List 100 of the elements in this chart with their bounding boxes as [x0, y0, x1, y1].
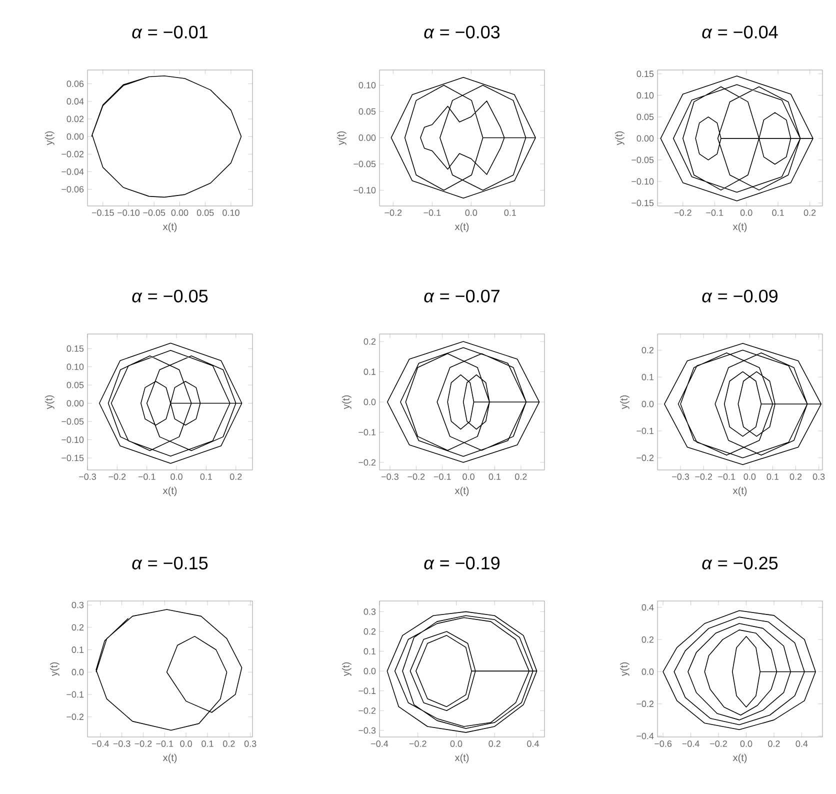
x-tick-label: −0.10: [118, 210, 140, 216]
x-axis-title: x(t): [454, 754, 469, 764]
y-tick-label: −0.2: [358, 707, 376, 714]
y-axis-title: y(t): [342, 395, 352, 410]
x-tick-label: −0.2: [710, 740, 727, 747]
y-tick-label: 0.3: [364, 608, 376, 615]
x-tick-label: 0.2: [804, 210, 816, 216]
y-tick-label: −0.1: [358, 429, 376, 436]
x-tick-label: 0.1: [488, 474, 501, 480]
y-tick-label: −0.2: [636, 700, 654, 708]
x-tick-label: −0.1: [138, 474, 156, 480]
y-tick-label: −0.2: [636, 454, 654, 462]
y-tick-label: 0.10: [636, 92, 654, 99]
x-tick-label: 0.0: [180, 740, 192, 747]
y-tick-label: 0.00: [358, 134, 376, 141]
y-tick-label: 0.1: [364, 368, 376, 375]
x-tick-label: 0.0: [744, 474, 756, 480]
y-tick-label: 0.0: [642, 668, 654, 675]
chart-title: α = −0.15: [132, 556, 208, 570]
x-tick-label: 0.0: [465, 210, 478, 216]
y-axis-title: y(t): [337, 131, 346, 146]
x-tick-label: −0.2: [409, 740, 426, 747]
y-tick-label: 0.06: [66, 80, 84, 87]
chart-title: α = −0.05: [132, 290, 208, 302]
x-axis-title: x(t): [732, 754, 747, 764]
x-tick-label: −0.6: [654, 740, 672, 747]
y-tick-label: 0.1: [642, 374, 654, 380]
x-tick-label: −0.4: [92, 740, 109, 747]
x-tick-label: 0.0: [170, 474, 182, 480]
x-tick-label: −0.4: [371, 740, 388, 747]
x-tick-label: −0.15: [92, 210, 114, 216]
x-tick-label: 0.4: [796, 740, 808, 747]
x-axis-title: x(t): [732, 222, 747, 232]
x-tick-label: 0.05: [196, 210, 214, 216]
y-tick-label: −0.05: [62, 418, 84, 425]
y-axis-title: y(t): [50, 662, 60, 676]
y-tick-label: 0.02: [66, 116, 84, 122]
x-tick-label: 0.4: [527, 740, 539, 747]
x-tick-label: −0.1: [706, 210, 724, 216]
y-tick-label: 0.00: [66, 400, 84, 406]
y-tick-label: 0.0: [364, 668, 376, 674]
y-tick-label: −0.1: [66, 691, 84, 698]
y-axis-title: y(t): [620, 395, 630, 410]
line-series: [98, 342, 242, 464]
y-tick-label: 0.05: [636, 114, 654, 120]
x-tick-label: −0.2: [674, 210, 692, 216]
y-tick-label: 0.1: [72, 646, 84, 653]
line-series: [662, 610, 816, 730]
line-series: [96, 609, 242, 731]
y-tick-label: −0.2: [358, 459, 376, 466]
chart-title: α = −0.07: [424, 290, 500, 302]
line-series: [91, 75, 242, 198]
y-tick-label: 0.15: [636, 70, 654, 78]
x-tick-label: −0.2: [695, 474, 712, 480]
y-tick-label: 0.2: [642, 636, 654, 643]
x-axis-title: x(t): [454, 486, 469, 496]
x-tick-label: −0.1: [718, 474, 736, 480]
line-series: [386, 611, 538, 733]
x-tick-label: 0.0: [462, 474, 474, 480]
chart-title: α = −0.04: [702, 26, 778, 38]
x-tick-label: −0.2: [108, 474, 126, 480]
x-tick-label: 0.3: [244, 740, 256, 747]
x-tick-label: 0.2: [790, 474, 802, 480]
y-tick-label: −0.3: [358, 727, 376, 734]
y-axis-title: y(t): [615, 131, 624, 146]
y-tick-label: 0.05: [358, 108, 376, 115]
x-tick-label: −0.05: [143, 210, 166, 216]
x-tick-label: 0.0: [740, 740, 752, 747]
x-tick-label: 0.0: [740, 210, 752, 216]
x-tick-label: 0.2: [488, 740, 500, 747]
y-tick-label: −0.10: [354, 187, 376, 194]
line-series: [386, 341, 540, 463]
x-tick-label: 0.2: [230, 474, 242, 480]
y-tick-label: 0.2: [364, 628, 376, 635]
chart-title: α = −0.25: [702, 556, 778, 570]
y-tick-label: 0.0: [642, 400, 654, 408]
x-tick-label: 0.0: [450, 740, 462, 747]
y-tick-label: 0.2: [364, 338, 376, 345]
line-series: [390, 76, 536, 199]
y-tick-label: 0.05: [66, 382, 84, 388]
x-tick-label: 0.10: [222, 210, 240, 216]
x-tick-label: −0.3: [79, 474, 96, 480]
y-tick-label: 0.2: [642, 346, 654, 354]
y-tick-label: −0.4: [636, 732, 654, 740]
y-axis-title: y(t): [342, 662, 352, 676]
x-tick-label: −0.2: [134, 740, 152, 747]
x-tick-label: 0.00: [171, 210, 188, 216]
y-axis-title: y(t): [620, 662, 630, 676]
x-axis-title: x(t): [162, 486, 177, 496]
y-tick-label: −0.05: [354, 160, 376, 168]
chart-title: α = −0.09: [702, 290, 778, 302]
y-tick-label: −0.04: [62, 168, 84, 175]
y-tick-label: −0.10: [62, 436, 84, 443]
x-tick-label: −0.2: [384, 210, 402, 216]
x-axis-title: x(t): [162, 754, 177, 764]
x-tick-label: −0.4: [682, 740, 700, 747]
x-axis-title: x(t): [162, 222, 177, 232]
y-tick-label: −0.1: [636, 428, 654, 434]
y-tick-label: 0.15: [66, 345, 84, 352]
y-tick-label: 0.00: [636, 135, 654, 142]
